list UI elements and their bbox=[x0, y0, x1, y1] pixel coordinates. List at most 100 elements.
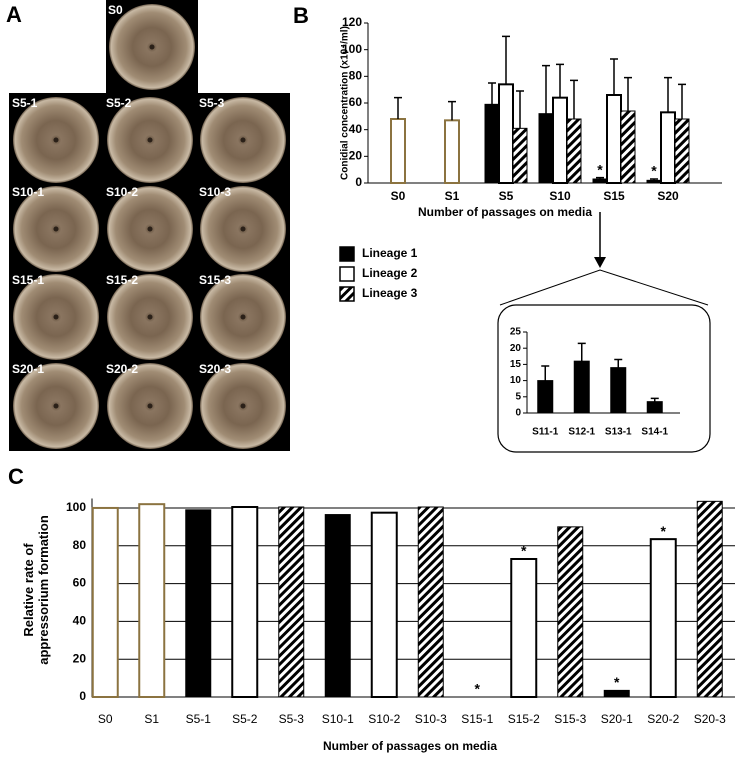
bar bbox=[696, 500, 723, 698]
error-bar bbox=[488, 82, 496, 105]
annotation: * bbox=[475, 681, 481, 697]
bar bbox=[484, 103, 500, 184]
error-bar bbox=[664, 76, 672, 113]
x-tick-label: S10-1 bbox=[322, 712, 354, 726]
plate-center bbox=[53, 314, 59, 320]
plate-label: S15-3 bbox=[199, 273, 231, 287]
x-tick-label: S20-3 bbox=[694, 712, 726, 726]
y-tick-label: 0 bbox=[355, 175, 362, 189]
x-tick-label: S5-2 bbox=[232, 712, 258, 726]
error-bar bbox=[502, 35, 510, 85]
y-tick-label: 60 bbox=[349, 95, 363, 109]
bar bbox=[557, 526, 584, 698]
y-tick-label: 100 bbox=[66, 500, 86, 514]
legend-swatch bbox=[339, 286, 355, 302]
plate-label: S5-2 bbox=[106, 96, 132, 110]
y-tick-label: 20 bbox=[510, 343, 522, 354]
y-axis-title: Relative rate of bbox=[21, 543, 36, 637]
bar bbox=[231, 506, 259, 698]
x-tick-label: S0 bbox=[98, 712, 113, 726]
y-tick-label: 20 bbox=[349, 149, 363, 163]
bar bbox=[91, 506, 119, 699]
y-tick-label: 5 bbox=[515, 391, 521, 402]
x-tick-label: S5-3 bbox=[279, 712, 305, 726]
error-bar bbox=[650, 397, 659, 402]
x-tick-label: S1 bbox=[144, 712, 159, 726]
x-tick-label: S5-1 bbox=[186, 712, 212, 726]
y-tick-label: 0 bbox=[79, 689, 86, 703]
zoom-lines bbox=[499, 269, 709, 306]
error-bar bbox=[541, 365, 550, 381]
x-tick-label: S15 bbox=[603, 189, 625, 203]
plate-label: S10-1 bbox=[12, 185, 44, 199]
error-bar bbox=[577, 342, 586, 362]
plate-center bbox=[53, 137, 59, 143]
y-tick-label: 20 bbox=[73, 651, 87, 665]
x-tick-label: S15-3 bbox=[554, 712, 586, 726]
bar bbox=[537, 380, 554, 414]
legend-label: Lineage 3 bbox=[362, 286, 418, 300]
panel-label: A bbox=[6, 2, 22, 27]
bar bbox=[390, 118, 406, 184]
bar bbox=[620, 110, 636, 184]
plate-center bbox=[147, 137, 153, 143]
error-bar bbox=[624, 76, 632, 111]
x-tick-label: S20-1 bbox=[601, 712, 633, 726]
plate-center bbox=[240, 403, 246, 409]
bar bbox=[324, 514, 351, 698]
x-tick-label: S10 bbox=[549, 189, 571, 203]
x-tick-label: S10-2 bbox=[368, 712, 400, 726]
inset-frame bbox=[497, 304, 711, 453]
bar bbox=[138, 503, 166, 698]
x-tick-label: S12-1 bbox=[568, 427, 595, 438]
plate-label: S5-1 bbox=[12, 96, 38, 110]
plate-center bbox=[147, 403, 153, 409]
error-bar bbox=[610, 58, 618, 95]
bar bbox=[660, 111, 676, 184]
y-tick-label: 0 bbox=[515, 408, 521, 419]
plate-center bbox=[53, 226, 59, 232]
error-bar bbox=[570, 79, 578, 119]
x-tick-label: S14-1 bbox=[641, 427, 668, 438]
legend-label: Lineage 2 bbox=[362, 266, 418, 280]
x-tick-label: S13-1 bbox=[605, 427, 632, 438]
y-tick-label: 80 bbox=[349, 69, 363, 83]
error-bar bbox=[516, 90, 524, 129]
panel-label: C bbox=[8, 464, 24, 489]
bar bbox=[185, 509, 212, 698]
bar bbox=[417, 506, 444, 698]
y-tick-label: 60 bbox=[73, 576, 87, 590]
x-tick-label: S11-1 bbox=[532, 427, 559, 438]
annotation: * bbox=[597, 161, 603, 177]
plate-center bbox=[149, 44, 155, 50]
x-tick-label: S1 bbox=[445, 189, 460, 203]
bar bbox=[512, 127, 528, 184]
bar bbox=[552, 96, 568, 184]
bar bbox=[606, 94, 622, 184]
y-axis-title: appressorium formation bbox=[36, 515, 51, 665]
bar bbox=[646, 401, 663, 414]
y-tick-label: 120 bbox=[342, 15, 362, 29]
annotation: * bbox=[651, 163, 657, 179]
error-bar bbox=[542, 64, 550, 114]
bar bbox=[510, 557, 538, 698]
annotation: * bbox=[521, 543, 527, 559]
plate-label: S15-1 bbox=[12, 273, 44, 287]
y-tick-label: 40 bbox=[73, 614, 87, 628]
bar bbox=[538, 113, 554, 184]
plate-center bbox=[240, 137, 246, 143]
error-bar bbox=[650, 178, 658, 181]
error-bar bbox=[448, 100, 456, 121]
y-tick-label: 80 bbox=[73, 538, 87, 552]
legend-swatch bbox=[339, 266, 355, 282]
error-bar bbox=[394, 96, 402, 119]
plate-center bbox=[147, 314, 153, 320]
x-axis-title: Number of passages on media bbox=[418, 205, 592, 219]
plate-label: S0 bbox=[108, 3, 123, 17]
error-bar bbox=[678, 83, 686, 119]
bar bbox=[370, 511, 398, 699]
bar bbox=[444, 119, 460, 185]
error-bar bbox=[596, 176, 604, 179]
y-tick-label: 40 bbox=[349, 122, 363, 136]
